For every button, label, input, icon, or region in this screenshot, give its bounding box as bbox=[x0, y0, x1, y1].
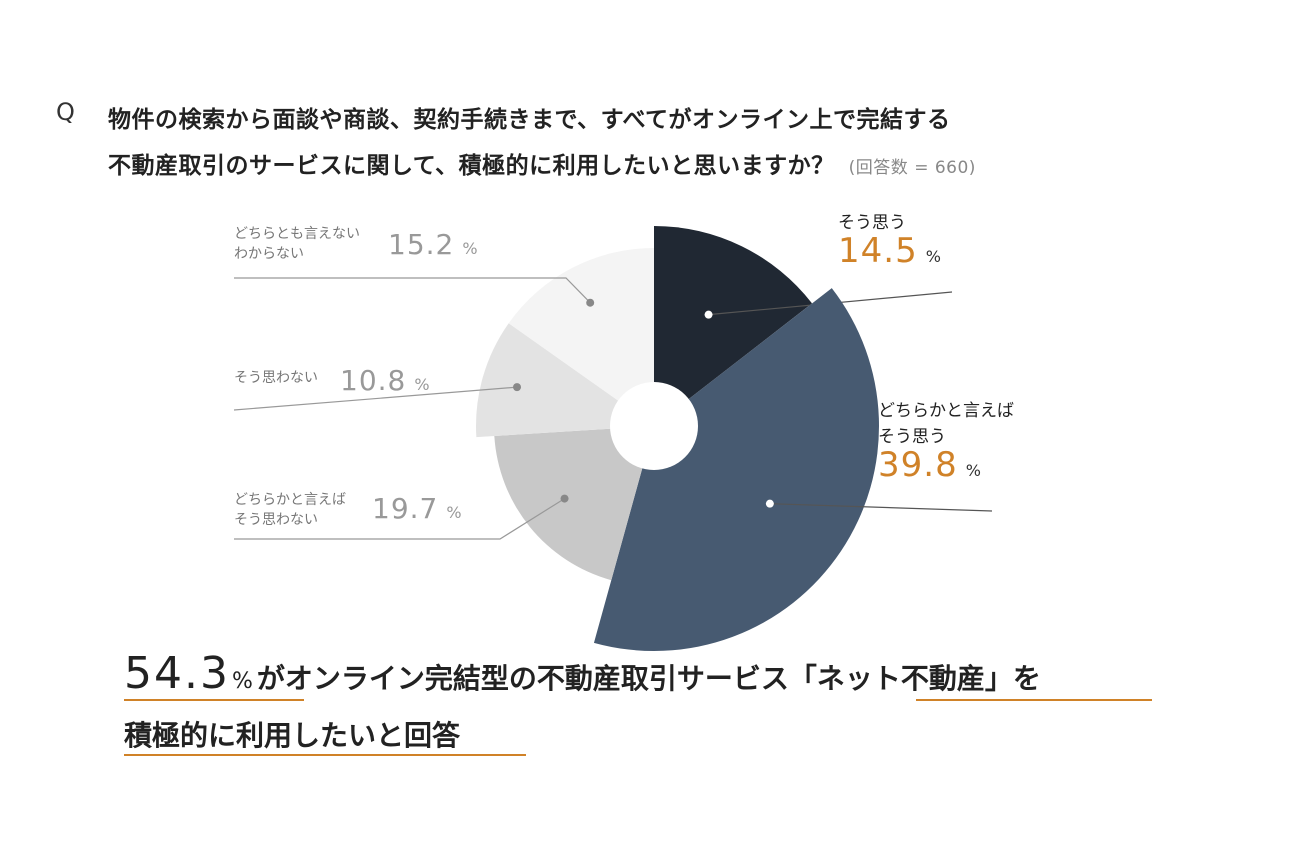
slice-4-category-line2: わからない bbox=[234, 246, 304, 262]
slice-0-value: 14.5 bbox=[838, 231, 918, 271]
slice-2-category-line2: そう思わない bbox=[234, 512, 318, 528]
summary-line-2-underline bbox=[124, 754, 526, 756]
pie-slice-2 bbox=[494, 426, 654, 581]
slice-2-category-line1: どちらかと言えば bbox=[234, 492, 346, 508]
slice-0-category: そう思う bbox=[838, 213, 906, 233]
slice-4-value: 15.2 bbox=[388, 228, 455, 261]
slice-2-unit: % bbox=[446, 503, 462, 522]
pie-slice-4 bbox=[508, 248, 654, 426]
pie-slice-3 bbox=[476, 323, 654, 438]
summary-line-1: 54.3% がオンライン完結型の不動産取引サービス「ネット不動産」を bbox=[124, 648, 1041, 699]
leader-dot-1 bbox=[765, 499, 774, 508]
slice-1-unit: % bbox=[965, 461, 981, 480]
slice-4-label: どちらとも言えない わからない bbox=[234, 224, 360, 264]
slice-2-value-group: 19.7% bbox=[372, 492, 462, 525]
slice-2-label: どちらかと言えば そう思わない bbox=[234, 490, 346, 530]
leader-line-1 bbox=[769, 503, 993, 512]
slice-4-value-group: 15.2% bbox=[388, 228, 478, 261]
pie-slice-1 bbox=[593, 288, 879, 651]
slice-3-value-group: 10.8% bbox=[340, 364, 430, 397]
question-line-1: 物件の検索から面談や商談、契約手続きまで、すべてがオンライン上で完結する bbox=[108, 107, 951, 133]
leader-dot-4 bbox=[586, 298, 595, 307]
slice-4-unit: % bbox=[462, 239, 478, 258]
response-count: (回答数 = 660) bbox=[848, 158, 976, 178]
leader-line-0 bbox=[708, 291, 953, 316]
question-line-2-text: 不動産取引のサービスに関して、積極的に利用したいと思いますか？ bbox=[108, 153, 835, 179]
slice-3-unit: % bbox=[414, 375, 430, 394]
slice-1-value: 39.8 bbox=[878, 445, 958, 485]
summary-keyword-underline bbox=[916, 699, 1152, 701]
slice-2-value: 19.7 bbox=[372, 492, 439, 525]
summary-value-underline bbox=[124, 699, 304, 701]
summary-line-2: 積極的に利用したいと回答 bbox=[124, 719, 461, 752]
summary-line-1-text: がオンライン完結型の不動産取引サービス「ネット不動産」を bbox=[256, 662, 1041, 695]
pie-slice-0 bbox=[654, 226, 813, 426]
slice-0-unit: % bbox=[925, 247, 941, 266]
summary-big-value: 54.3 bbox=[124, 648, 230, 699]
slice-3-value: 10.8 bbox=[340, 364, 407, 397]
question-line-2: 不動産取引のサービスに関して、積極的に利用したいと思いますか？ (回答数 = 66… bbox=[108, 146, 976, 180]
slice-4-category-line1: どちらとも言えない bbox=[234, 226, 360, 242]
slice-3-label: そう思わない bbox=[234, 368, 318, 388]
slice-0-label: そう思う 14.5% bbox=[838, 210, 941, 270]
summary-big-unit: % bbox=[231, 669, 253, 694]
leader-dot-3 bbox=[513, 383, 522, 392]
slice-1-category-line1: どちらかと言えば bbox=[878, 401, 1014, 421]
slice-3-category: そう思わない bbox=[234, 370, 318, 386]
donut-hole bbox=[610, 382, 698, 470]
question-mark: Q bbox=[56, 98, 75, 126]
leader-dot-0 bbox=[704, 310, 713, 319]
slice-1-label: どちらかと言えば そう思う 39.8% bbox=[878, 398, 1014, 484]
slice-1-category-line2: そう思う bbox=[878, 427, 946, 447]
leader-dot-2 bbox=[560, 494, 569, 503]
leader-line-4 bbox=[234, 277, 591, 304]
